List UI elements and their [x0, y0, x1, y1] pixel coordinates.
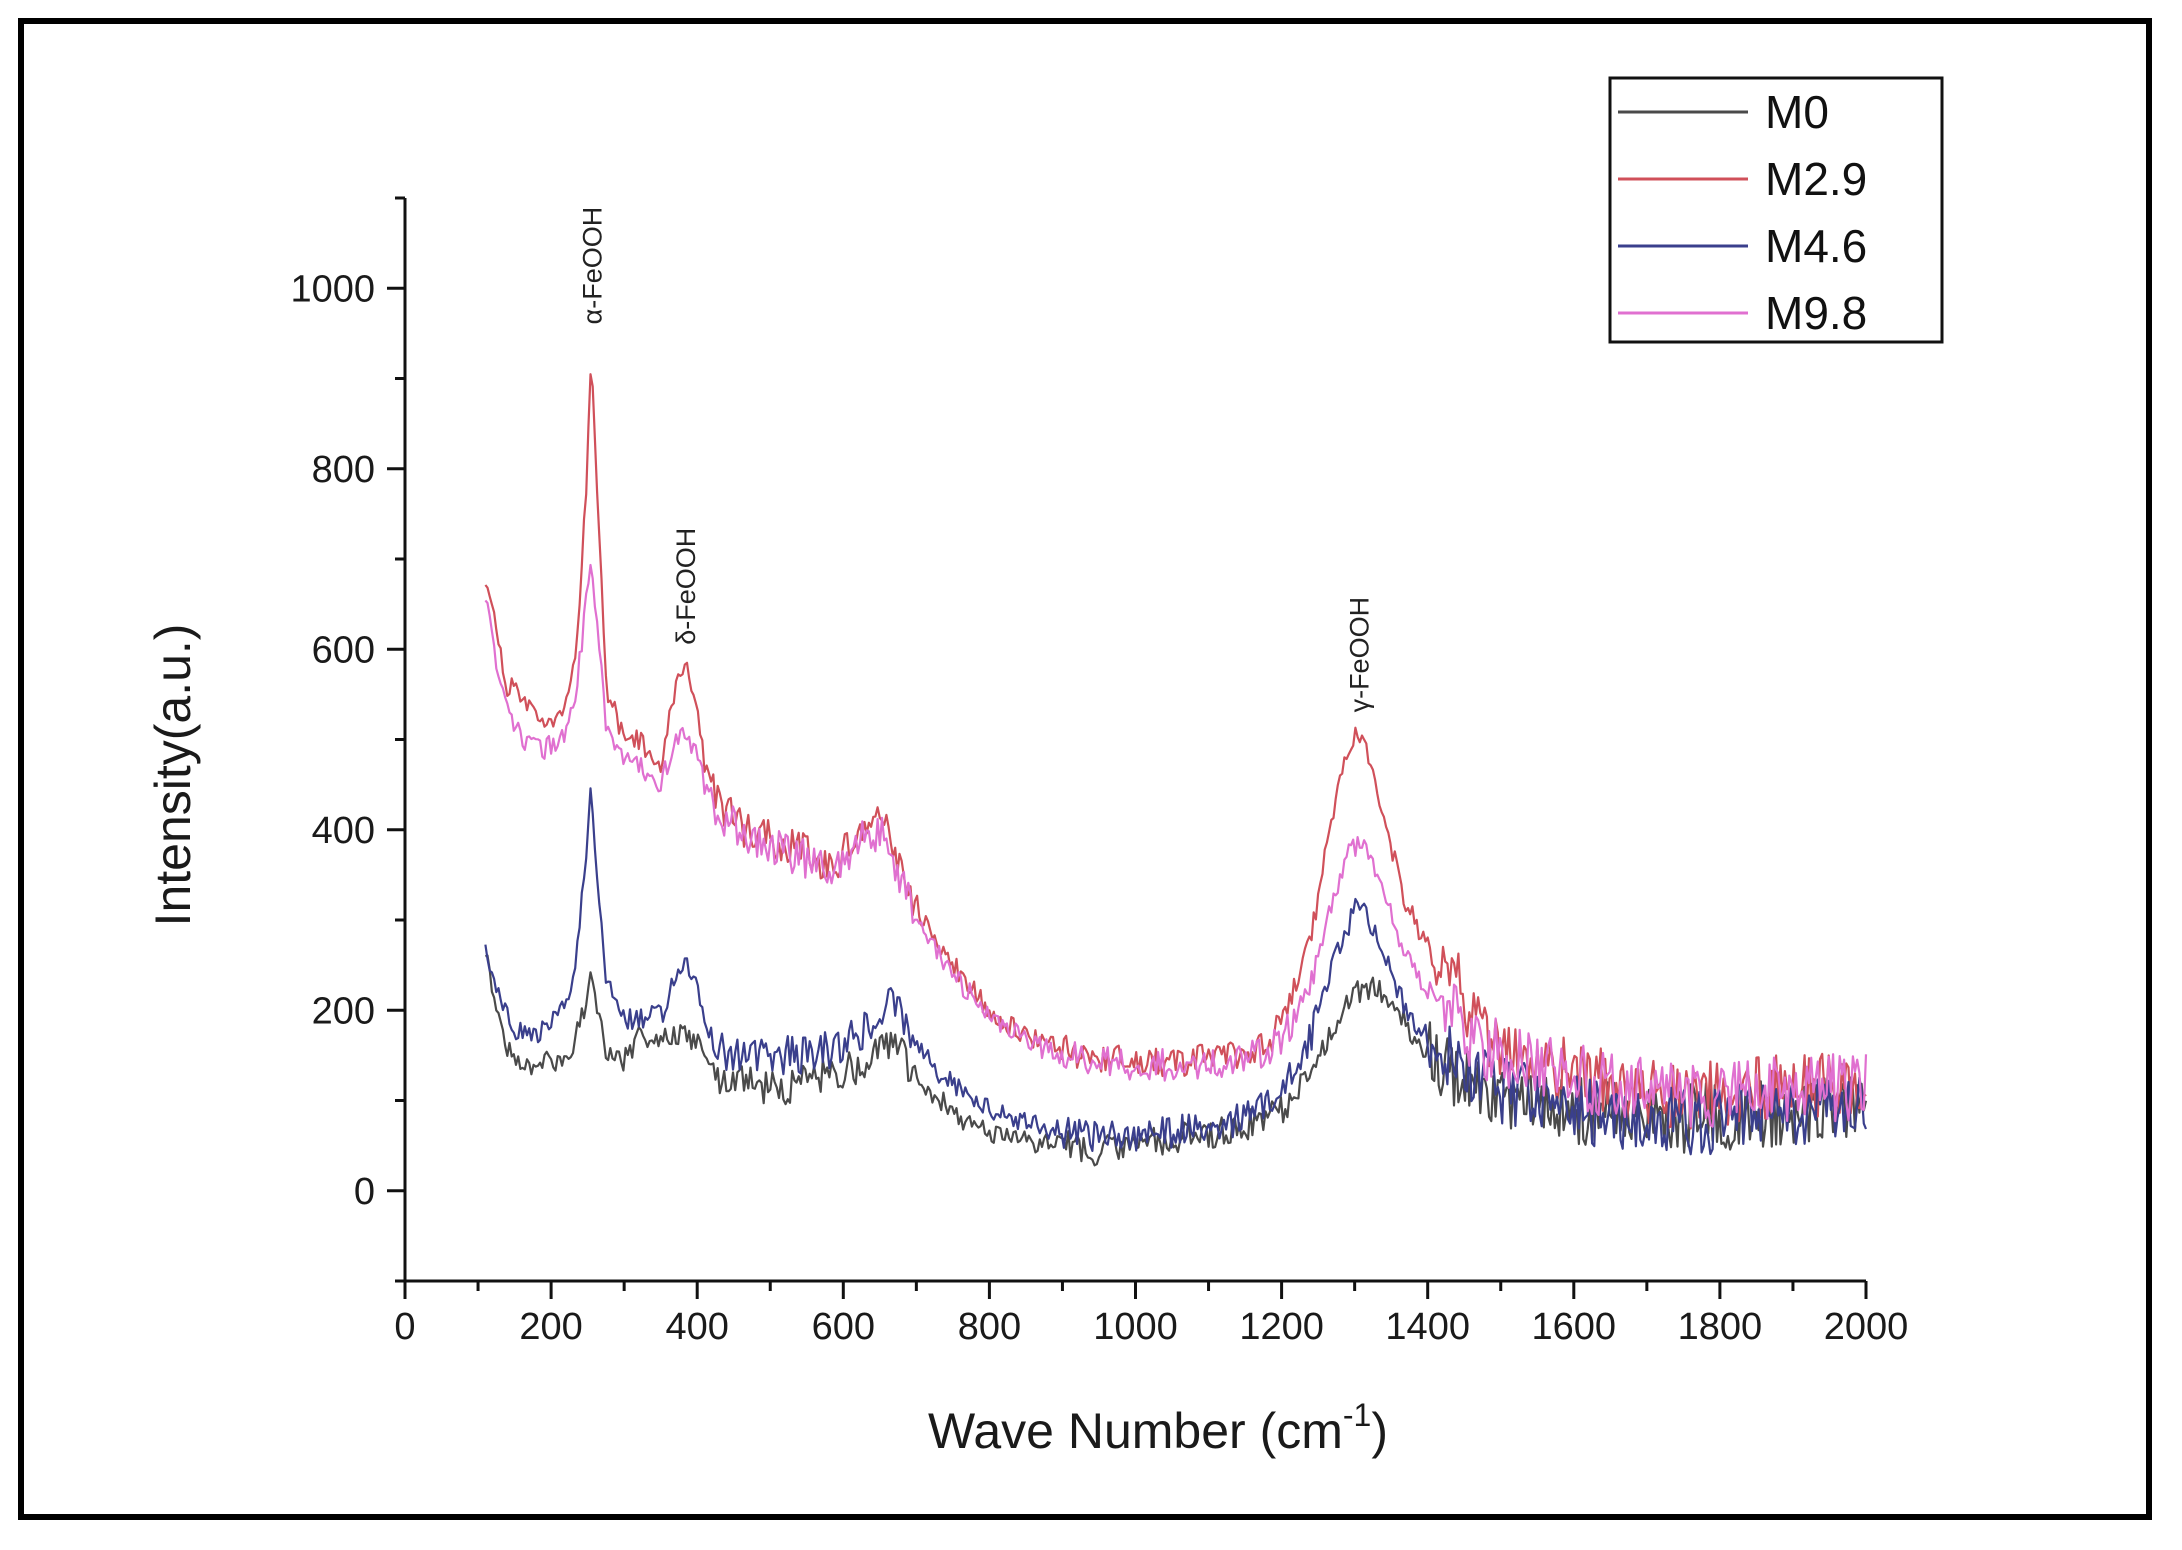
x-tick-label: 1400: [1385, 1306, 1470, 1348]
legend-box: [1608, 76, 1944, 344]
y-ticks: 0 200 400 600 800 1000: [290, 196, 405, 1283]
x-axis-title-end: ): [1371, 1403, 1388, 1459]
legend: M0 M2.9 M4.6 M9.8: [1608, 76, 1944, 344]
x-axis-title-main: Wave Number (cm: [928, 1403, 1343, 1459]
x-tick-label: 0: [394, 1306, 415, 1348]
series-line-M2.9: [484, 373, 1867, 1130]
legend-label: M0: [1765, 86, 1829, 138]
y-tick-label: 1000: [290, 268, 375, 310]
series-line-M0: [484, 954, 1868, 1167]
series-line-M4.6: [484, 787, 1868, 1156]
legend-label: M4.6: [1765, 220, 1867, 272]
legend-label: M2.9: [1765, 153, 1867, 205]
x-tick-label: 200: [519, 1306, 582, 1348]
x-tick-label: 800: [958, 1306, 1021, 1348]
x-tick-label: 400: [665, 1306, 728, 1348]
y-tick-label: 0: [354, 1171, 375, 1213]
peak-label: γ-FeOOH: [1344, 597, 1374, 713]
x-axis-title: Wave Number (cm-1): [928, 1397, 1388, 1459]
y-tick-label: 800: [312, 449, 375, 491]
y-axis-title: Intensity(a.u.): [145, 624, 201, 927]
peak-label: α-FeOOH: [577, 207, 607, 325]
x-tick-label: 2000: [1824, 1306, 1909, 1348]
y-tick-label: 200: [312, 990, 375, 1032]
x-axis-title-sup: -1: [1343, 1397, 1371, 1433]
y-tick-label: 600: [312, 629, 375, 671]
series-line-M9.8: [484, 563, 1868, 1128]
x-tick-label: 1000: [1093, 1306, 1178, 1348]
legend-label: M9.8: [1765, 287, 1867, 339]
x-tick-label: 1600: [1532, 1306, 1617, 1348]
x-tick-label: 1800: [1678, 1306, 1763, 1348]
series-lines: [484, 373, 1868, 1167]
y-tick-label: 400: [312, 810, 375, 852]
figure-frame: [18, 18, 2152, 1520]
x-ticks: 0 200 400 600 800 1000 1200 1400 1600 1800 2000: [394, 1281, 1908, 1348]
x-tick-label: 1200: [1239, 1306, 1324, 1348]
peak-annotations: α-FeOOH δ-FeOOH γ-FeOOH: [577, 207, 1374, 713]
x-tick-label: 600: [812, 1306, 875, 1348]
peak-label: δ-FeOOH: [671, 528, 701, 645]
